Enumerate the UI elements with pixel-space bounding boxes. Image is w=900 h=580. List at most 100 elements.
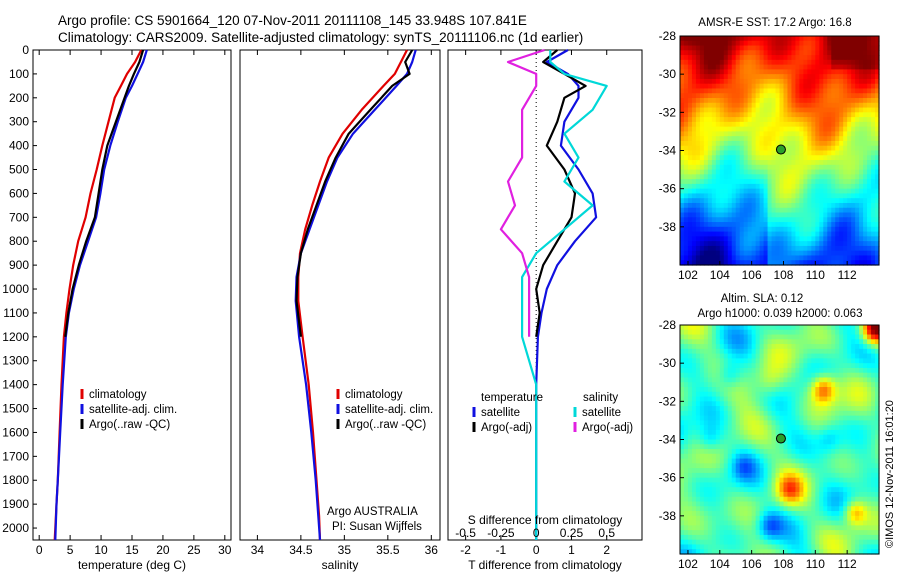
- heatmap-cell: [711, 112, 717, 118]
- heatmap-cell: [815, 179, 820, 185]
- heatmap-cell: [691, 212, 697, 218]
- heatmap-cell: [739, 334, 745, 340]
- heatmap-cell: [707, 401, 713, 407]
- heatmap-cell: [755, 420, 761, 426]
- heatmap-cell: [831, 212, 836, 218]
- heatmap-cell: [719, 140, 725, 147]
- heatmap-cell: [791, 401, 797, 407]
- heatmap-cell: [680, 179, 685, 185]
- heatmap-cell: [855, 255, 860, 261]
- heatmap-cell: [827, 472, 832, 479]
- heatmap-cell: [767, 420, 773, 426]
- heatmap-cell: [847, 64, 852, 70]
- heatmap-cell: [723, 325, 729, 331]
- heatmap-cell: [703, 88, 709, 94]
- heatmap-cell: [691, 107, 697, 113]
- series-line: [535, 49, 587, 337]
- heatmap-cell: [807, 164, 812, 171]
- heatmap-cell: [763, 155, 769, 161]
- heatmap-cell: [799, 198, 804, 204]
- heatmap-cell: [799, 231, 804, 237]
- heatmap-cell: [807, 140, 812, 147]
- heatmap-cell: [795, 363, 800, 369]
- heatmap-cell: [863, 150, 868, 156]
- heatmap-cell: [747, 487, 753, 493]
- heatmap-cell: [843, 250, 848, 257]
- heatmap-cell: [703, 202, 709, 209]
- heatmap-cell: [687, 260, 693, 266]
- heatmap-cell: [867, 164, 872, 171]
- heatmap-cell: [755, 102, 761, 109]
- heatmap-cell: [699, 131, 705, 137]
- heatmap-cell: [687, 339, 693, 345]
- heatmap-cell: [847, 164, 852, 171]
- heatmap-cell: [823, 93, 828, 99]
- heatmap-cell: [863, 241, 868, 247]
- heatmap-cell: [687, 112, 693, 118]
- heatmap-cell: [875, 198, 880, 204]
- heatmap-cell: [699, 136, 705, 142]
- y-tick-label: 1400: [2, 378, 29, 392]
- heatmap-cell: [775, 260, 781, 266]
- heatmap-cell: [779, 231, 785, 237]
- heatmap-cell: [771, 112, 777, 118]
- heatmap-cell: [719, 434, 725, 441]
- heatmap-cell: [691, 59, 697, 66]
- heatmap-cell: [843, 245, 848, 252]
- heatmap-cell: [711, 236, 717, 242]
- heatmap-cell: [723, 226, 729, 233]
- heatmap-cell: [831, 207, 836, 214]
- heatmap-cell: [827, 145, 832, 152]
- heatmap-cell: [680, 121, 685, 128]
- heatmap-cell: [691, 193, 697, 199]
- heatmap-cell: [763, 434, 769, 441]
- heatmap-cell: [859, 93, 864, 99]
- heatmap-cell: [807, 183, 812, 190]
- heatmap-cell: [819, 406, 824, 412]
- heatmap-cell: [739, 164, 745, 171]
- heatmap-cell: [823, 69, 828, 75]
- heatmap-cell: [731, 236, 737, 242]
- heatmap-cell: [779, 511, 785, 517]
- heatmap-cell: [719, 245, 725, 252]
- heatmap-cell: [699, 387, 705, 393]
- heatmap-cell: [759, 544, 765, 550]
- heatmap-cell: [719, 55, 725, 61]
- heatmap-cell: [823, 387, 828, 393]
- heatmap-cell: [835, 174, 840, 180]
- heatmap-cell: [755, 434, 761, 441]
- heatmap-cell: [775, 164, 781, 171]
- heatmap-cell: [839, 40, 844, 47]
- heatmap-cell: [767, 126, 773, 133]
- heatmap-cell: [735, 458, 741, 464]
- heatmap-cell: [687, 458, 693, 464]
- heatmap-cell: [687, 525, 693, 531]
- heatmap-cell: [847, 468, 852, 474]
- heatmap-cell: [839, 169, 844, 175]
- heatmap-cell: [799, 164, 804, 171]
- heatmap-cell: [719, 544, 725, 550]
- heatmap-cell: [811, 98, 816, 104]
- heatmap-cell: [707, 406, 713, 412]
- heatmap-cell: [807, 382, 812, 388]
- heatmap-cell: [747, 160, 753, 166]
- heatmap-cell: [707, 439, 713, 445]
- heatmap-cell: [763, 449, 769, 455]
- heatmap-cell: [799, 401, 804, 407]
- heatmap-cell: [699, 325, 705, 331]
- heatmap-cell: [867, 339, 872, 345]
- heatmap-cell: [711, 45, 717, 51]
- heatmap-cell: [799, 530, 804, 536]
- heatmap-cell: [719, 396, 725, 402]
- heatmap-cell: [779, 98, 785, 104]
- heatmap-cell: [859, 212, 864, 218]
- heatmap-cell: [847, 112, 852, 118]
- heatmap-cell: [715, 439, 721, 445]
- heatmap-cell: [839, 222, 844, 228]
- heatmap-cell: [755, 193, 761, 199]
- heatmap-cell: [811, 231, 816, 237]
- heatmap-cell: [699, 198, 705, 204]
- heatmap-cell: [875, 530, 880, 536]
- heatmap-cell: [767, 140, 773, 147]
- heatmap-cell: [783, 468, 789, 474]
